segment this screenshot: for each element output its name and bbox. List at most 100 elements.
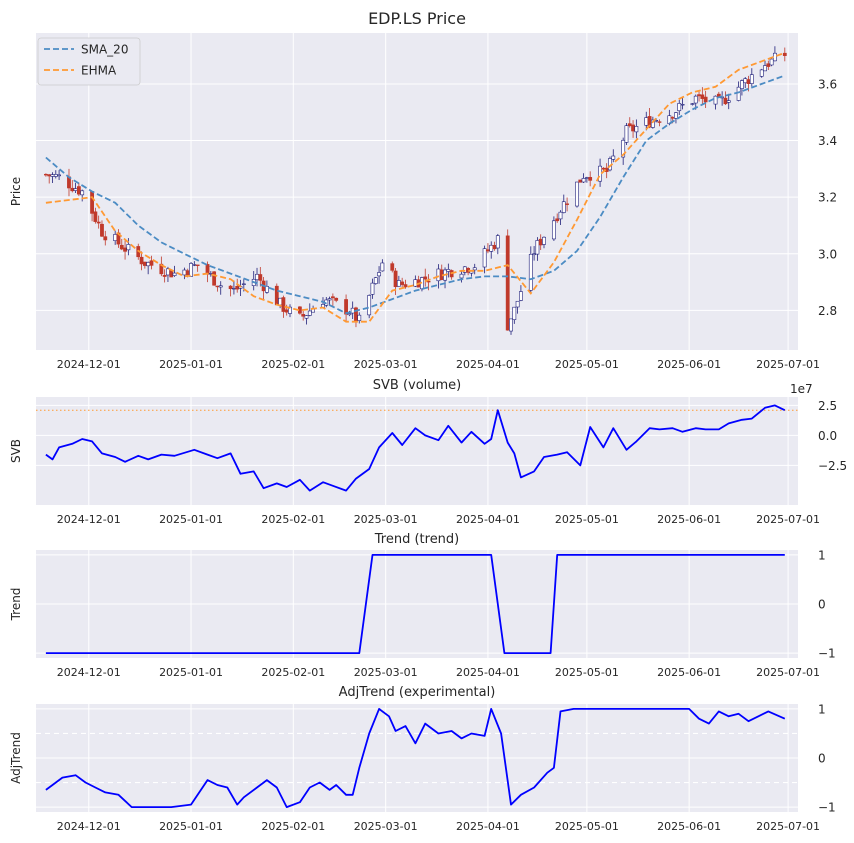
y-axis-label: Trend	[9, 588, 23, 622]
candle-body	[486, 249, 490, 252]
candle-body	[667, 115, 672, 125]
y-tick-label: 0	[818, 598, 826, 612]
candle-body	[578, 179, 583, 183]
panel-title: AdjTrend (experimental)	[339, 685, 496, 700]
x-tick-label: 2025-04-01	[456, 513, 520, 526]
candle-body	[403, 284, 408, 288]
x-tick-label: 2025-07-01	[756, 666, 820, 679]
candle-body	[189, 263, 193, 277]
legend: SMA_20 EHMA	[37, 37, 141, 86]
x-tick-label: 2025-02-01	[261, 358, 325, 371]
series-line	[45, 404, 786, 492]
candle-body	[627, 123, 632, 127]
candle-body	[278, 297, 283, 306]
candle-body	[631, 124, 635, 132]
candle-body	[330, 296, 335, 299]
adjtrend-panel: 2024-12-01 2025-01-01 2025-02-01 2025-03-01…	[9, 685, 836, 833]
candle-body	[212, 271, 217, 286]
candle-body	[621, 139, 626, 158]
candle-body	[674, 112, 678, 119]
candle-body	[43, 173, 48, 176]
y-tick-label: 3.2	[818, 191, 837, 205]
x-tick-label: 2024-12-01	[57, 666, 121, 679]
candle-body	[53, 174, 58, 177]
x-tick-label: 2025-03-01	[354, 358, 418, 371]
candle-body	[123, 247, 127, 252]
x-tick-label: 2025-03-01	[354, 666, 418, 679]
y-tick-label: 3.6	[818, 77, 837, 91]
candle-body	[113, 234, 118, 241]
candle-body	[393, 270, 398, 288]
x-tick-label: 2025-03-01	[354, 820, 418, 833]
candle-body	[413, 279, 418, 287]
candle-body	[232, 287, 236, 290]
candle-body	[505, 235, 510, 331]
x-tick-label: 2025-05-01	[555, 358, 619, 371]
candle-body	[380, 262, 385, 272]
candle-body	[611, 155, 616, 160]
candle-body	[472, 267, 477, 271]
candle-body	[601, 167, 606, 170]
candle-body	[555, 218, 560, 222]
candle-body	[700, 94, 705, 99]
series-line-ehma	[45, 51, 786, 323]
x-tick-label: 2025-05-01	[555, 666, 619, 679]
y-tick-label: 3.4	[818, 134, 837, 148]
candle-body	[350, 307, 355, 314]
legend-label: EHMA	[81, 64, 117, 78]
x-tick-label: 2025-06-01	[657, 513, 721, 526]
candle-body	[377, 272, 381, 277]
candle-body	[307, 310, 312, 316]
candle-body	[726, 100, 731, 103]
candle-body	[192, 264, 197, 266]
candle-body	[773, 52, 777, 62]
candle-body	[396, 280, 401, 287]
candle-body	[304, 315, 309, 319]
candle-body	[575, 181, 579, 207]
x-tick-label: 2025-02-01	[261, 820, 325, 833]
candle-body	[284, 309, 289, 313]
candle-body	[558, 211, 563, 220]
candle-body	[47, 174, 52, 177]
candle-body	[149, 260, 154, 266]
candle-body	[743, 78, 748, 84]
candle-body	[195, 264, 200, 267]
x-tick-label: 2025-04-01	[456, 666, 520, 679]
candle-body	[73, 188, 78, 191]
candle-body	[70, 187, 75, 192]
candle-body	[344, 299, 348, 315]
candle-body	[769, 58, 774, 66]
candle-body	[93, 211, 98, 222]
candle-body	[218, 285, 223, 288]
candle-body	[103, 236, 108, 241]
candle-body	[373, 277, 378, 284]
candle-body	[740, 80, 744, 89]
candle-body	[119, 244, 124, 250]
candle-body	[542, 236, 546, 245]
candle-body	[677, 103, 682, 112]
candle-body	[650, 119, 655, 128]
candle-body	[581, 178, 586, 183]
candle-body	[584, 177, 589, 179]
panel-title: EDP.LS Price	[368, 9, 466, 28]
candle-body	[598, 165, 602, 182]
svb-panel: 2024-12-01 2025-01-01 2025-02-01 2025-03-01…	[9, 378, 847, 526]
x-tick-label: 2025-04-01	[456, 358, 520, 371]
y-axis-label: SVB	[9, 439, 23, 463]
x-tick-label: 2025-02-01	[261, 513, 325, 526]
x-tick-label: 2025-02-01	[261, 666, 325, 679]
candle-body	[169, 270, 174, 278]
candle-body	[723, 97, 728, 105]
candle-body	[258, 274, 263, 281]
y-tick-label: −2.5	[818, 459, 847, 473]
candle-body	[281, 297, 286, 312]
candle-body	[142, 261, 147, 266]
x-tick-label: 2025-03-01	[354, 513, 418, 526]
candle-body	[634, 126, 639, 133]
x-tick-label: 2025-07-01	[756, 358, 820, 371]
candle-body	[185, 270, 190, 276]
candle-body	[482, 248, 487, 268]
trend-panel: 2024-12-01 2025-01-01 2025-02-01 2025-03-01…	[9, 532, 836, 679]
candle-body	[495, 235, 500, 249]
candle-body	[644, 117, 649, 126]
